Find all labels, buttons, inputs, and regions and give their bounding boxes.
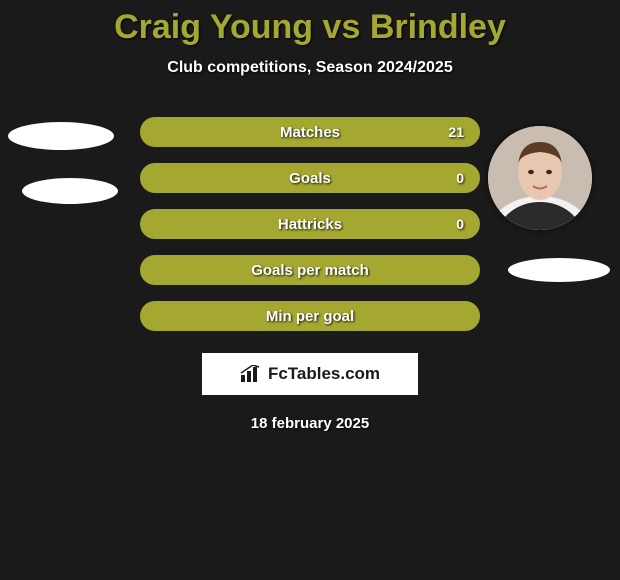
title-player2: Brindley: [370, 8, 506, 46]
stat-label: Goals: [289, 170, 331, 187]
page-title: Craig Young vs Brindley: [0, 0, 620, 47]
player2-shadow-ellipse: [508, 258, 610, 282]
stat-label: Hattricks: [278, 216, 342, 233]
stat-bar-hattricks: Hattricks 0: [140, 209, 480, 239]
player1-shadow-ellipse: [22, 178, 118, 204]
stat-bar-min-per-goal: Min per goal: [140, 301, 480, 331]
subtitle: Club competitions, Season 2024/2025: [0, 59, 620, 77]
stat-label: Matches: [280, 124, 340, 141]
footer-date: 18 february 2025: [0, 415, 620, 432]
stat-label: Min per goal: [266, 308, 354, 325]
stat-bar-matches: Matches 21: [140, 117, 480, 147]
player1-avatar-placeholder: [8, 122, 114, 150]
comparison-card: Craig Young vs Brindley Club competition…: [0, 0, 620, 580]
title-player1: Craig Young: [114, 8, 313, 46]
brand-badge: FcTables.com: [202, 353, 418, 395]
stat-bar-goals-per-match: Goals per match: [140, 255, 480, 285]
stat-label: Goals per match: [251, 262, 369, 279]
stat-value-right: 21: [448, 124, 464, 140]
player2-avatar-icon: [488, 126, 592, 230]
player2-avatar: [488, 126, 592, 230]
stat-value-right: 0: [456, 170, 464, 186]
title-vs: vs: [323, 8, 361, 46]
brand-text: FcTables.com: [268, 364, 380, 384]
bar-chart-icon: [240, 365, 262, 383]
stat-bar-goals: Goals 0: [140, 163, 480, 193]
stat-value-right: 0: [456, 216, 464, 232]
